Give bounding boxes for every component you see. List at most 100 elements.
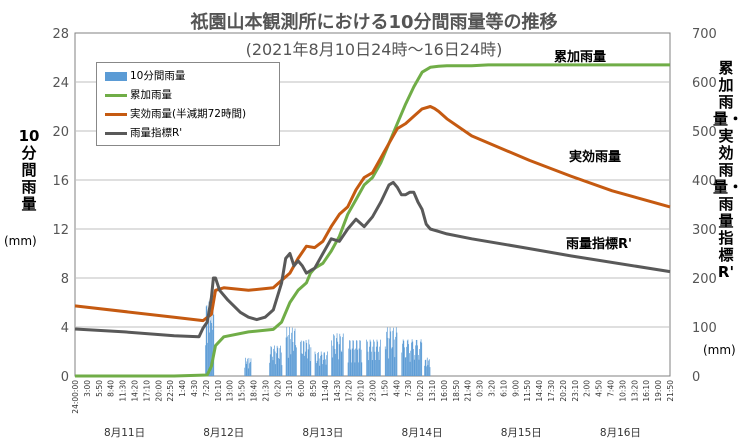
rain10-bar	[244, 367, 246, 376]
day-label: 8月11日	[104, 427, 145, 439]
rain10-bar	[327, 351, 328, 376]
x-tick-label: 4:30	[190, 380, 199, 397]
x-tick-label: 6:00	[297, 380, 306, 397]
x-tick-label: 5:50	[95, 380, 104, 397]
rain10-bar	[340, 350, 342, 376]
y-right-tick-label: 0	[692, 370, 700, 385]
day-label: 8月15日	[501, 427, 542, 439]
rain10-bar	[407, 339, 409, 376]
x-tick-label: 0:20	[273, 380, 282, 397]
x-tick-label: 0:30	[476, 380, 485, 397]
rain10-bar	[324, 352, 325, 376]
rain10-bar	[428, 360, 429, 376]
rain10-bar	[405, 357, 407, 376]
rain10-bar	[281, 365, 283, 376]
y-left-tick-label: 28	[52, 27, 69, 42]
y-right-tick-label: 400	[692, 174, 717, 189]
rain10-bar	[209, 320, 211, 376]
rain10-bar	[310, 347, 312, 376]
rain10-bar	[271, 347, 272, 376]
legend-item-index: 雨量指標R'	[105, 125, 182, 139]
x-tick-label: 24:00:00	[71, 380, 80, 414]
rain10-bar	[291, 332, 292, 376]
rain10-bar	[332, 345, 334, 376]
rain10-bar	[285, 337, 287, 376]
rain10-bar	[286, 327, 288, 376]
rain10-bar	[296, 347, 297, 376]
rain10-bar	[351, 348, 353, 376]
chart-subtitle: (2021年8月10日24時〜16日24時)	[245, 40, 503, 59]
rain10-bar	[269, 362, 270, 376]
rain10-bar	[370, 341, 372, 376]
rain10-bar	[269, 354, 271, 376]
rain10-bar	[347, 362, 349, 376]
rain10-bar	[207, 342, 208, 376]
rain10-bar	[210, 300, 212, 376]
rain10-bar	[302, 354, 303, 376]
rain10-bar	[353, 340, 354, 376]
rain10-bar	[360, 340, 361, 376]
rain10-bar	[389, 327, 391, 376]
rain10-bar	[366, 341, 368, 376]
rain10-bar	[280, 345, 281, 376]
rain10-bar	[272, 360, 274, 376]
rain10-bar	[360, 349, 362, 376]
right-axis-label: 累加雨量・実効雨量・雨量指標R'	[713, 59, 744, 281]
rain10-bar	[375, 346, 377, 376]
rain10-bar	[307, 349, 309, 376]
x-tick-label: 23:00	[369, 380, 378, 402]
day-label: 8月16日	[600, 427, 641, 439]
rain10-bar	[420, 339, 422, 376]
x-tick-label: 11:50	[523, 380, 532, 402]
rain10-bar	[334, 348, 336, 376]
rain10-bar	[317, 353, 319, 376]
rain10-bar	[355, 348, 356, 376]
rain10-bar	[395, 327, 397, 376]
rain10-bar	[277, 347, 279, 376]
rain10-bar	[337, 341, 339, 376]
rain10-bar	[357, 349, 359, 376]
rain10-bar	[416, 339, 418, 376]
rain10-bar	[426, 366, 427, 376]
x-tick-label: 13:20	[630, 380, 639, 402]
y-right-tick-label: 600	[692, 76, 717, 91]
day-label: 8月14日	[402, 427, 443, 439]
rain10-bar	[250, 358, 252, 376]
rain10-bar	[359, 340, 361, 376]
rain10-bar	[205, 306, 207, 376]
rain10-bar	[324, 359, 326, 376]
rain10-bar	[393, 327, 394, 376]
legend-swatch-effective	[105, 112, 127, 116]
rain10-bar	[273, 348, 275, 376]
rain10-bar	[292, 342, 294, 376]
rain10-bar	[289, 327, 290, 376]
legend-swatch-index	[105, 131, 127, 135]
rain10-bar	[424, 365, 425, 376]
rain10-bar	[404, 357, 406, 376]
legend-swatch-rain10	[105, 71, 127, 81]
rain10-bar	[293, 330, 295, 376]
rain10-bar	[429, 367, 431, 376]
rain10-bar	[316, 360, 318, 376]
rain10-bar	[393, 339, 395, 376]
rain10-bar	[338, 344, 340, 376]
x-tick-label: 17:10	[142, 380, 151, 402]
rain10-bar	[316, 363, 317, 376]
x-tick-label: 19:00	[654, 380, 663, 402]
x-tick-label: 11:30	[119, 380, 128, 402]
rain10-bar	[246, 361, 248, 376]
rain10-bar	[361, 362, 363, 376]
rain10-bar	[208, 301, 210, 376]
x-tick-label: 14:30	[333, 380, 342, 402]
rain10-bar	[300, 340, 302, 376]
rain10-bar	[371, 351, 372, 376]
rain10-bar	[336, 338, 337, 376]
rain10-bar	[331, 340, 332, 376]
rain10-bar	[378, 351, 379, 376]
x-tick-label: 7:40	[607, 380, 616, 397]
rain10-bar	[401, 352, 403, 376]
rain10-bar	[387, 337, 389, 376]
rain10-bar	[300, 341, 301, 376]
rain10-bar	[291, 327, 293, 376]
index-line	[74, 180, 671, 339]
